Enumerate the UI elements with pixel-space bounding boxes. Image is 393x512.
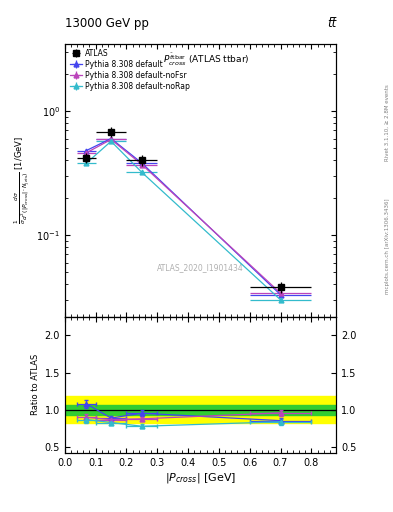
Y-axis label: $\frac{1}{\sigma}\frac{d\sigma}{d^2(|P_{cross}|\cdot N_{jets})}\ \mathregular{[1: $\frac{1}{\sigma}\frac{d\sigma}{d^2(|P_{…	[13, 136, 32, 224]
Legend: ATLAS, Pythia 8.308 default, Pythia 8.308 default-noFsr, Pythia 8.308 default-no: ATLAS, Pythia 8.308 default, Pythia 8.30…	[69, 47, 191, 92]
Text: ATLAS_2020_I1901434: ATLAS_2020_I1901434	[157, 263, 244, 272]
X-axis label: $|P_{cross}|\ \mathregular{[GeV]}$: $|P_{cross}|\ \mathregular{[GeV]}$	[165, 471, 236, 485]
Text: tt̅: tt̅	[327, 17, 336, 30]
Text: 13000 GeV pp: 13000 GeV pp	[65, 17, 149, 30]
Text: Rivet 3.1.10, ≥ 2.8M events: Rivet 3.1.10, ≥ 2.8M events	[385, 84, 389, 161]
Bar	[65, 396, 336, 423]
Bar	[65, 404, 336, 415]
Y-axis label: Ratio to ATLAS: Ratio to ATLAS	[31, 354, 40, 415]
Text: mcplots.cern.ch [arXiv:1306.3436]: mcplots.cern.ch [arXiv:1306.3436]	[385, 198, 389, 293]
Text: $P^{\bar{t}\mathrm{tbar}}_{cross}$ (ATLAS ttbar): $P^{\bar{t}\mathrm{tbar}}_{cross}$ (ATLA…	[163, 52, 249, 68]
